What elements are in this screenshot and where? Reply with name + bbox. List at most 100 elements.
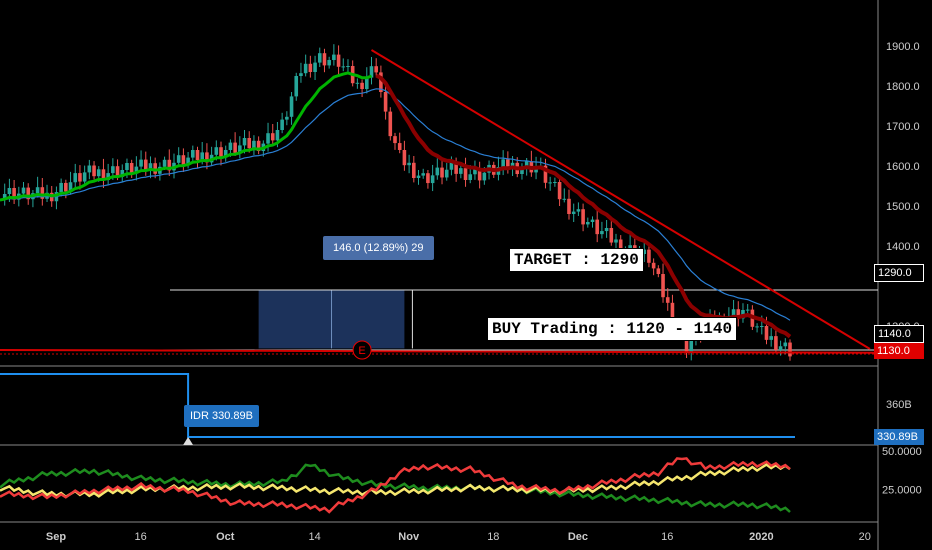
- measure-label: 146.0 (12.89%) 29: [323, 236, 434, 260]
- last-price-tag: 1130.0: [874, 343, 924, 359]
- candle-body: [64, 182, 68, 192]
- candle-body: [473, 168, 477, 175]
- candle-body: [590, 219, 595, 222]
- candle-body: [557, 182, 562, 200]
- candle-body: [374, 66, 378, 73]
- candle-body: [336, 54, 341, 67]
- candle-body: [647, 249, 651, 263]
- candle-body: [614, 239, 618, 243]
- candle-body: [317, 53, 322, 63]
- candle-body: [397, 143, 402, 150]
- candle-body: [604, 228, 609, 232]
- candle-body: [684, 331, 689, 353]
- candle-body: [764, 326, 769, 340]
- candle-body: [459, 168, 463, 174]
- candle-body: [247, 138, 252, 149]
- candle-body: [92, 165, 96, 177]
- candle-body: [125, 163, 129, 170]
- candle-body: [327, 60, 331, 66]
- oscillator-panel: [0, 457, 791, 514]
- candle-body: [379, 72, 383, 92]
- candle-body: [129, 163, 134, 174]
- candle-body: [87, 165, 92, 173]
- candle-body: [444, 169, 449, 178]
- osc-line-yellow: [0, 463, 791, 499]
- price-tick: 1500.0: [886, 201, 920, 213]
- candle-body: [195, 150, 200, 160]
- candle-body: [252, 140, 256, 149]
- candle-body: [581, 209, 585, 225]
- candle-body: [73, 173, 78, 183]
- candle-body: [393, 136, 397, 144]
- candle-body: [275, 130, 280, 141]
- candle-body: [332, 54, 336, 60]
- candle-body: [562, 198, 567, 200]
- candle-body: [618, 239, 623, 254]
- candle-body: [360, 82, 364, 89]
- candle-body: [506, 159, 510, 170]
- price-tick: 1600.0: [886, 161, 920, 173]
- candle-body: [731, 309, 736, 318]
- candle-body: [482, 172, 487, 181]
- candle-body: [96, 169, 101, 177]
- volume-marker: [183, 437, 194, 445]
- candle-body: [407, 162, 411, 166]
- candle-body: [148, 163, 153, 171]
- osc-tick: 25.0000: [882, 484, 922, 496]
- candle-body: [689, 341, 694, 353]
- time-tick: 16: [135, 531, 147, 543]
- candle-body: [2, 194, 7, 200]
- candle-body: [774, 336, 778, 350]
- candle-body: [346, 66, 350, 67]
- candle-body: [228, 142, 233, 150]
- candle-body: [656, 268, 661, 274]
- candle-body: [68, 182, 73, 192]
- candle-body: [214, 147, 219, 155]
- candle-body: [12, 188, 16, 200]
- volume-line: [0, 373, 795, 438]
- candle-body: [783, 342, 788, 347]
- target-price-tag: 1290.0: [874, 264, 924, 282]
- candle-body: [759, 326, 764, 327]
- trendline: [370, 49, 871, 350]
- candle-body: [416, 175, 421, 178]
- candle-body: [106, 173, 110, 180]
- candle-body: [548, 182, 552, 184]
- osc-line-red: [0, 457, 791, 514]
- target-label: TARGET : 1290: [509, 248, 644, 272]
- time-tick: 20: [859, 531, 871, 543]
- candle-body: [223, 150, 228, 158]
- candle-body: [59, 182, 63, 193]
- volume-value-tag: 330.89B: [874, 429, 924, 445]
- support-line: [0, 349, 879, 354]
- candle-body: [289, 96, 294, 117]
- volume-tick: 360B: [886, 399, 912, 411]
- candle-body: [661, 274, 665, 298]
- price-tick: 1900.0: [886, 41, 920, 53]
- candle-body: [576, 209, 581, 212]
- time-tick: 16: [661, 531, 673, 543]
- candle-body: [78, 173, 82, 182]
- candle-body: [585, 222, 590, 225]
- candle-body: [162, 159, 167, 167]
- time-tick: Dec: [568, 531, 588, 543]
- candle-body: [7, 188, 12, 194]
- candle-body: [501, 159, 505, 168]
- candle-body: [426, 173, 430, 184]
- candle-body: [176, 155, 181, 163]
- candle-body: [280, 119, 284, 130]
- candle-body: [167, 159, 172, 171]
- candle-body: [303, 63, 308, 74]
- time-tick: Oct: [216, 531, 235, 543]
- candle-body: [364, 77, 369, 89]
- candle-body: [642, 249, 647, 254]
- candle-body: [383, 92, 388, 112]
- candle-body: [609, 228, 614, 243]
- time-tick: Sep: [46, 531, 66, 543]
- price-tick: 1700.0: [886, 121, 920, 133]
- candle-body: [322, 53, 327, 66]
- candle-body: [120, 170, 125, 177]
- candle-body: [421, 173, 426, 176]
- indicator-lines: E: [0, 49, 879, 360]
